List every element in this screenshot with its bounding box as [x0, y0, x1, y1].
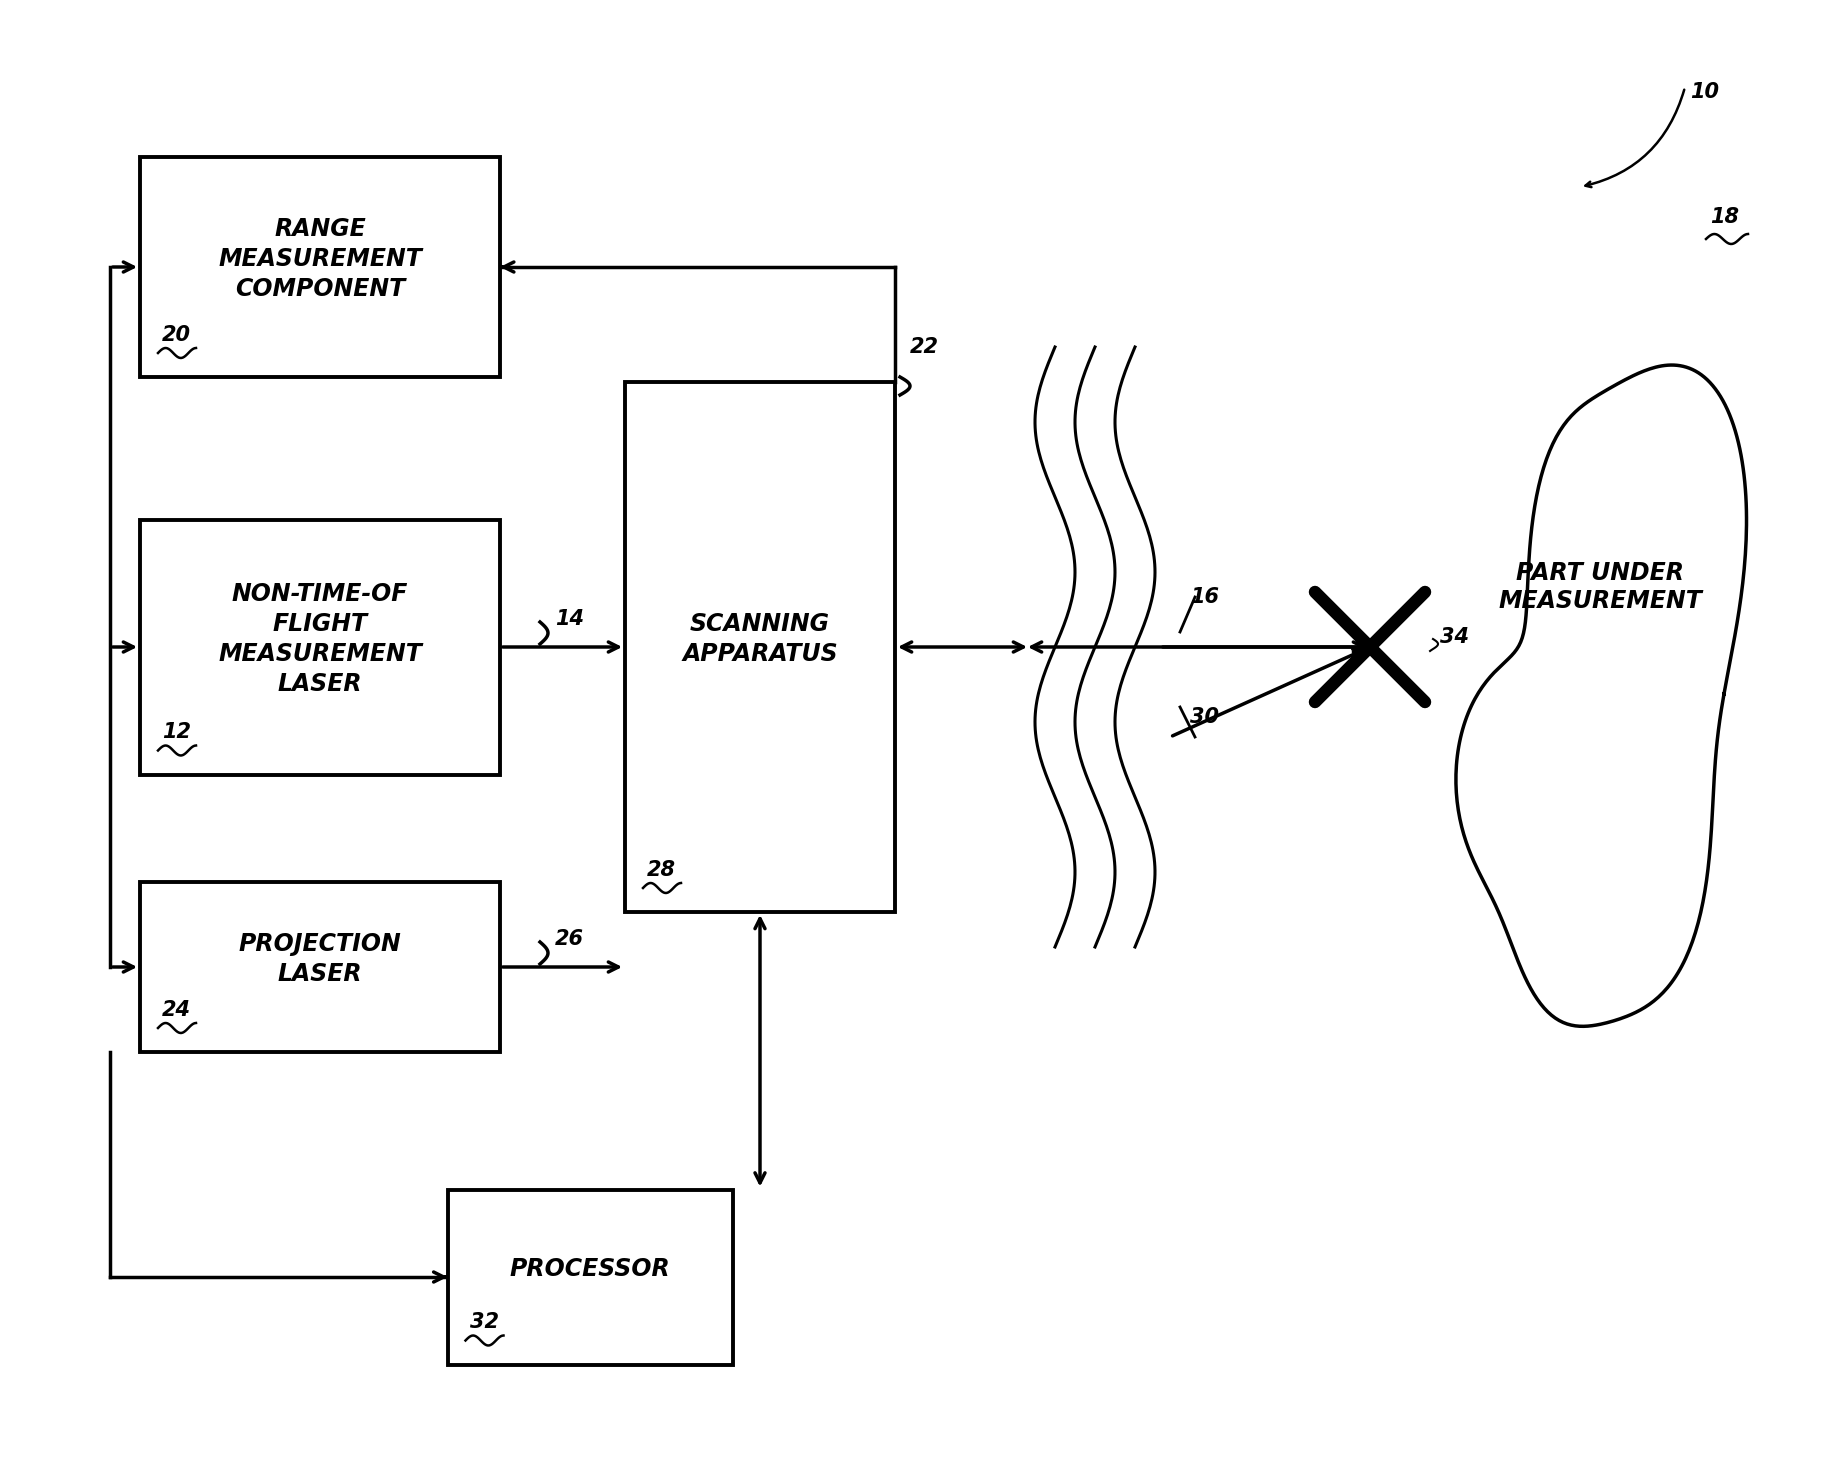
Text: 26: 26	[554, 929, 583, 950]
Text: 34: 34	[1439, 628, 1469, 647]
Text: 28: 28	[647, 860, 677, 880]
Text: 24: 24	[163, 1000, 190, 1021]
Text: 30: 30	[1191, 707, 1218, 727]
Text: 12: 12	[163, 722, 190, 743]
Text: 20: 20	[163, 325, 190, 346]
Text: 10: 10	[1690, 83, 1719, 102]
Text: 16: 16	[1191, 586, 1218, 607]
Text: NON-TIME-OF
FLIGHT
MEASUREMENT
LASER: NON-TIME-OF FLIGHT MEASUREMENT LASER	[218, 582, 422, 696]
Text: 18: 18	[1710, 207, 1739, 227]
Text: PROJECTION
LASER: PROJECTION LASER	[238, 932, 401, 985]
Text: RANGE
MEASUREMENT
COMPONENT: RANGE MEASUREMENT COMPONENT	[218, 217, 422, 301]
Text: SCANNING
APPARATUS: SCANNING APPARATUS	[682, 611, 838, 666]
Bar	[141, 882, 499, 1052]
Text: 14: 14	[554, 609, 583, 629]
Bar	[141, 157, 499, 377]
Text: PART UNDER
MEASUREMENT: PART UNDER MEASUREMENT	[1498, 561, 1703, 613]
Text: 32: 32	[470, 1313, 499, 1332]
Bar	[141, 520, 499, 774]
Text: PROCESSOR: PROCESSOR	[510, 1257, 671, 1281]
Text: 22: 22	[911, 337, 938, 357]
Bar	[626, 383, 894, 911]
Bar	[448, 1189, 732, 1365]
